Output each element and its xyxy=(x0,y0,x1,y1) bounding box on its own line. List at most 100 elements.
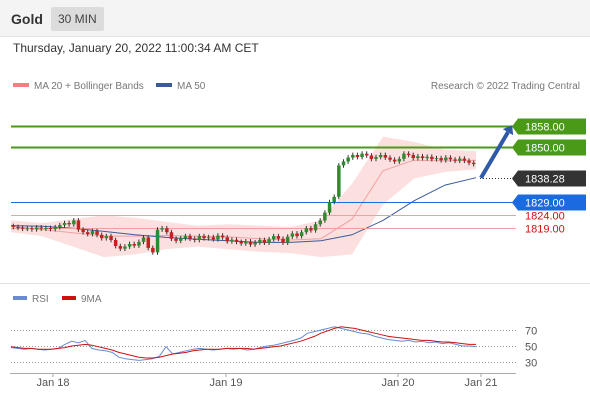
candle xyxy=(471,162,476,165)
candle xyxy=(341,161,346,166)
resistance-tag xyxy=(512,118,586,135)
candle xyxy=(453,159,457,161)
candle xyxy=(258,240,262,243)
candle xyxy=(281,238,285,243)
timeframe-button[interactable]: 30 MIN xyxy=(51,7,104,31)
legend-ma50-label: MA 50 xyxy=(177,81,206,92)
candle xyxy=(299,232,304,237)
candle xyxy=(104,236,109,239)
candle xyxy=(113,240,118,246)
candle xyxy=(374,157,378,159)
candle xyxy=(327,202,332,213)
ma20-line xyxy=(10,159,477,241)
ma20-swatch xyxy=(13,83,29,88)
candle xyxy=(90,231,95,234)
candle xyxy=(272,236,276,240)
candle xyxy=(318,220,322,225)
candle xyxy=(425,156,429,159)
candle xyxy=(174,238,178,241)
candle xyxy=(76,220,81,230)
candle xyxy=(309,228,313,231)
candle xyxy=(160,228,164,230)
legend-ma20-label: MA 20 + Bollinger Bands xyxy=(34,81,144,92)
candle xyxy=(430,156,434,160)
candle xyxy=(220,235,225,238)
candle xyxy=(86,232,90,234)
legend-9ma-label: 9MA xyxy=(81,294,102,305)
candle xyxy=(248,241,253,245)
candle xyxy=(397,158,402,162)
candle xyxy=(123,246,127,249)
candle xyxy=(137,241,141,246)
candle xyxy=(67,223,71,225)
candle xyxy=(337,165,341,197)
candle xyxy=(267,239,271,243)
candle xyxy=(169,232,174,239)
candle xyxy=(234,239,239,242)
forecast-arrow xyxy=(479,131,510,179)
rsi-swatch xyxy=(13,296,27,301)
candle xyxy=(118,246,123,249)
candle xyxy=(244,241,248,244)
candle xyxy=(230,239,234,242)
candle xyxy=(183,236,188,239)
rsi-tick-label: 70 xyxy=(525,326,537,338)
candle xyxy=(360,153,364,158)
candle xyxy=(402,153,406,159)
candle xyxy=(20,227,25,229)
candle xyxy=(100,234,104,239)
candle xyxy=(304,228,309,233)
candle xyxy=(30,228,34,230)
candle xyxy=(332,196,336,203)
candle xyxy=(439,158,443,161)
credit-label: Research © 2022 Trading Central xyxy=(430,81,580,92)
ma9-swatch xyxy=(62,296,76,301)
candle xyxy=(378,155,383,158)
candle xyxy=(420,156,425,159)
candle xyxy=(239,241,243,244)
x-tick-label: Jan 19 xyxy=(209,377,242,389)
candle xyxy=(58,225,62,228)
support-label: 1819.00 xyxy=(525,224,565,236)
candle xyxy=(146,237,150,248)
candle xyxy=(295,233,299,237)
candle xyxy=(285,236,290,243)
candle xyxy=(109,236,113,240)
candle xyxy=(434,158,439,160)
candle xyxy=(211,237,216,240)
x-tick-label: Jan 18 xyxy=(36,377,69,389)
candle xyxy=(206,237,211,239)
candle xyxy=(323,212,327,221)
candle xyxy=(448,157,453,160)
forecast-arrowhead xyxy=(502,125,514,136)
candle xyxy=(202,236,206,239)
symbol-title: Gold xyxy=(11,11,43,27)
candle xyxy=(411,155,415,159)
last-price-tag xyxy=(512,170,586,187)
rsi-line xyxy=(10,326,477,361)
candle xyxy=(290,233,295,237)
x-tick-label: Jan 21 xyxy=(464,377,497,389)
candle xyxy=(216,235,220,240)
legend-ma20: MA 20 + Bollinger Bands xyxy=(13,81,144,92)
datetime-label: Thursday, January 20, 2022 11:00:34 AM C… xyxy=(13,41,259,55)
legend-rsi: RSI xyxy=(13,294,49,305)
candle xyxy=(25,228,30,230)
candle xyxy=(48,228,53,229)
candle xyxy=(179,238,183,241)
rsi-tick-label: 30 xyxy=(525,358,537,370)
rsi-tick-label: 50 xyxy=(525,342,537,354)
bollinger-band xyxy=(11,136,476,258)
candle xyxy=(351,155,355,158)
candle xyxy=(53,227,57,229)
candle xyxy=(313,224,318,231)
pivot-label: 1829.00 xyxy=(525,198,565,210)
header-bar: Gold 30 MIN xyxy=(0,0,590,37)
candle xyxy=(444,157,448,161)
candle xyxy=(11,225,16,227)
candle xyxy=(462,158,467,161)
ma50-swatch xyxy=(156,83,172,88)
candle xyxy=(383,155,388,158)
candle xyxy=(81,229,85,233)
candle xyxy=(95,231,99,235)
